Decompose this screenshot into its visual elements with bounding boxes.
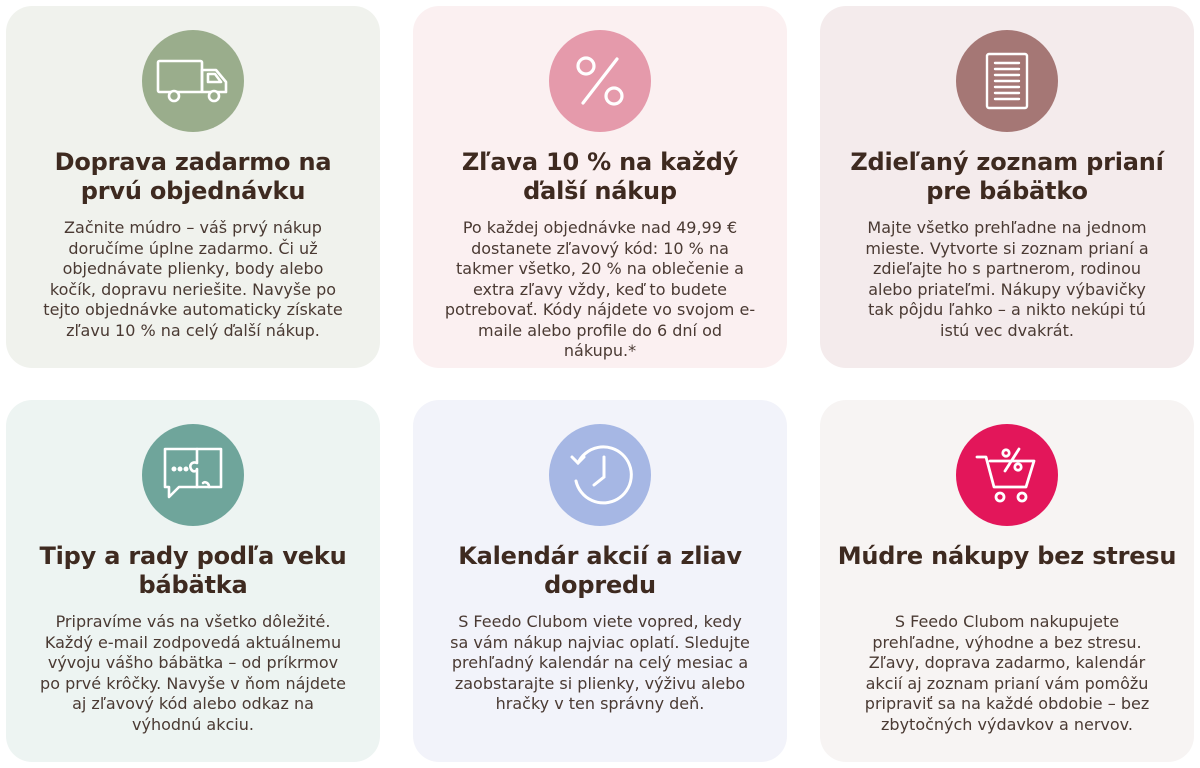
card-text: Majte všetko prehľadne na jednom mieste.… <box>865 218 1149 340</box>
puzzle-chat-icon <box>142 424 244 526</box>
card-title: Kalendár akcií a zliav dopredu <box>458 542 742 599</box>
benefit-card-smart-shopping: Múdre nákupy bez stresu S Feedo Clubom n… <box>820 400 1194 762</box>
benefit-card-calendar: Kalendár akcií a zliav dopredu S Feedo C… <box>413 400 787 762</box>
card-title: Tipy a rady podľa veku bábätka <box>39 542 347 599</box>
benefit-card-tips: Tipy a rady podľa veku bábätka Pripravím… <box>6 400 380 762</box>
delivery-truck-icon <box>142 30 244 132</box>
card-text: Po každej objednávke nad 49,99 € dostane… <box>444 218 756 360</box>
card-text: S Feedo Clubom viete vopred, kedy sa vám… <box>450 612 750 713</box>
card-title: Zľava 10 % na každý ďalší nákup <box>461 148 739 205</box>
card-text: Začnite múdro – váš prvý nákup doručíme … <box>43 218 343 340</box>
benefit-card-free-shipping: Doprava zadarmo na prvú objednávku Začni… <box>6 6 380 368</box>
benefit-card-wishlist: Zdieľaný zoznam prianí pre bábätko Majte… <box>820 6 1194 368</box>
card-title: Múdre nákupy bez stresu <box>837 542 1177 570</box>
card-title: Zdieľaný zoznam prianí pre bábätko <box>850 148 1164 205</box>
clock-icon <box>549 424 651 526</box>
card-text: Pripravíme vás na všetko dôležité. Každý… <box>40 612 346 734</box>
discount-cart-icon <box>956 424 1058 526</box>
wishlist-document-icon <box>956 30 1058 132</box>
benefit-card-discount: Zľava 10 % na každý ďalší nákup Po každe… <box>413 6 787 368</box>
card-title: Doprava zadarmo na prvú objednávku <box>54 148 332 205</box>
card-text: S Feedo Clubom nakupujete prehľadne, výh… <box>864 612 1150 734</box>
percent-icon <box>549 30 651 132</box>
